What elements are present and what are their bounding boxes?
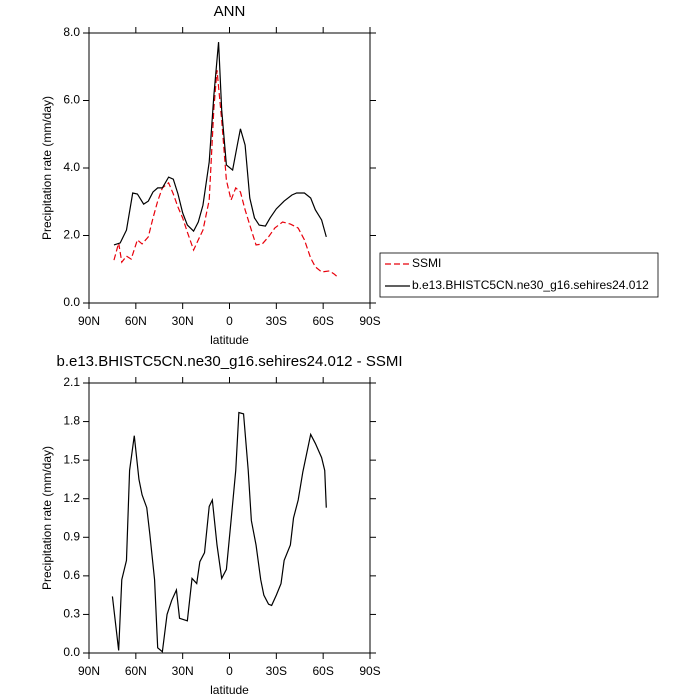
x-tick-label: 30N	[172, 314, 194, 328]
legend-label: SSMI	[412, 256, 441, 270]
y-axis-label: Precipitation rate (mm/day)	[40, 96, 54, 240]
x-tick-label: 60S	[312, 664, 333, 678]
y-tick-label: 1.5	[63, 452, 80, 466]
x-tick-label: 0	[226, 664, 233, 678]
legend-box	[379, 252, 659, 298]
y-tick-label: 6.0	[63, 93, 80, 107]
x-axis-label: latitude	[210, 333, 249, 347]
y-tick-label: 0.0	[63, 645, 80, 659]
y-axis-label: Precipitation rate (mm/day)	[40, 446, 54, 590]
y-tick-label: 2.0	[63, 228, 80, 242]
chart-title: ANN	[214, 3, 246, 20]
x-tick-label: 90N	[78, 664, 100, 678]
x-tick-label: 30N	[172, 664, 194, 678]
data-line	[113, 42, 327, 246]
x-tick-label: 90N	[78, 314, 100, 328]
y-tick-label: 4.0	[63, 160, 80, 174]
y-tick-label: 0.6	[63, 568, 80, 582]
y-tick-label: 1.8	[63, 414, 80, 428]
plot-frame	[88, 32, 371, 304]
x-tick-label: 30S	[266, 314, 287, 328]
x-axis-label: latitude	[210, 683, 249, 697]
x-tick-label: 90S	[359, 314, 380, 328]
y-tick-label: 2.1	[63, 375, 80, 389]
y-tick-label: 0.9	[63, 529, 80, 543]
x-tick-label: 60N	[125, 664, 147, 678]
x-tick-label: 0	[226, 314, 233, 328]
y-tick-label: 0.3	[63, 607, 80, 621]
x-tick-label: 90S	[359, 664, 380, 678]
panel: ANN latitude Precipitation rate (mm/day) 90…	[40, 3, 659, 347]
data-line	[113, 70, 340, 279]
y-tick-label: 8.0	[63, 25, 80, 39]
x-tick-label: 60N	[125, 314, 147, 328]
x-tick-label: 30S	[266, 664, 287, 678]
plot-frame	[88, 382, 371, 654]
panel: b.e13.BHISTC5CN.ne30_g16.sehires24.012 -…	[40, 353, 402, 697]
data-line	[111, 411, 327, 653]
y-tick-label: 0.0	[63, 295, 80, 309]
legend-label: b.e13.BHISTC5CN.ne30_g16.sehires24.012	[412, 278, 649, 292]
x-tick-label: 60S	[312, 314, 333, 328]
chart-title: b.e13.BHISTC5CN.ne30_g16.sehires24.012 -…	[56, 353, 402, 370]
y-tick-label: 1.2	[63, 491, 80, 505]
